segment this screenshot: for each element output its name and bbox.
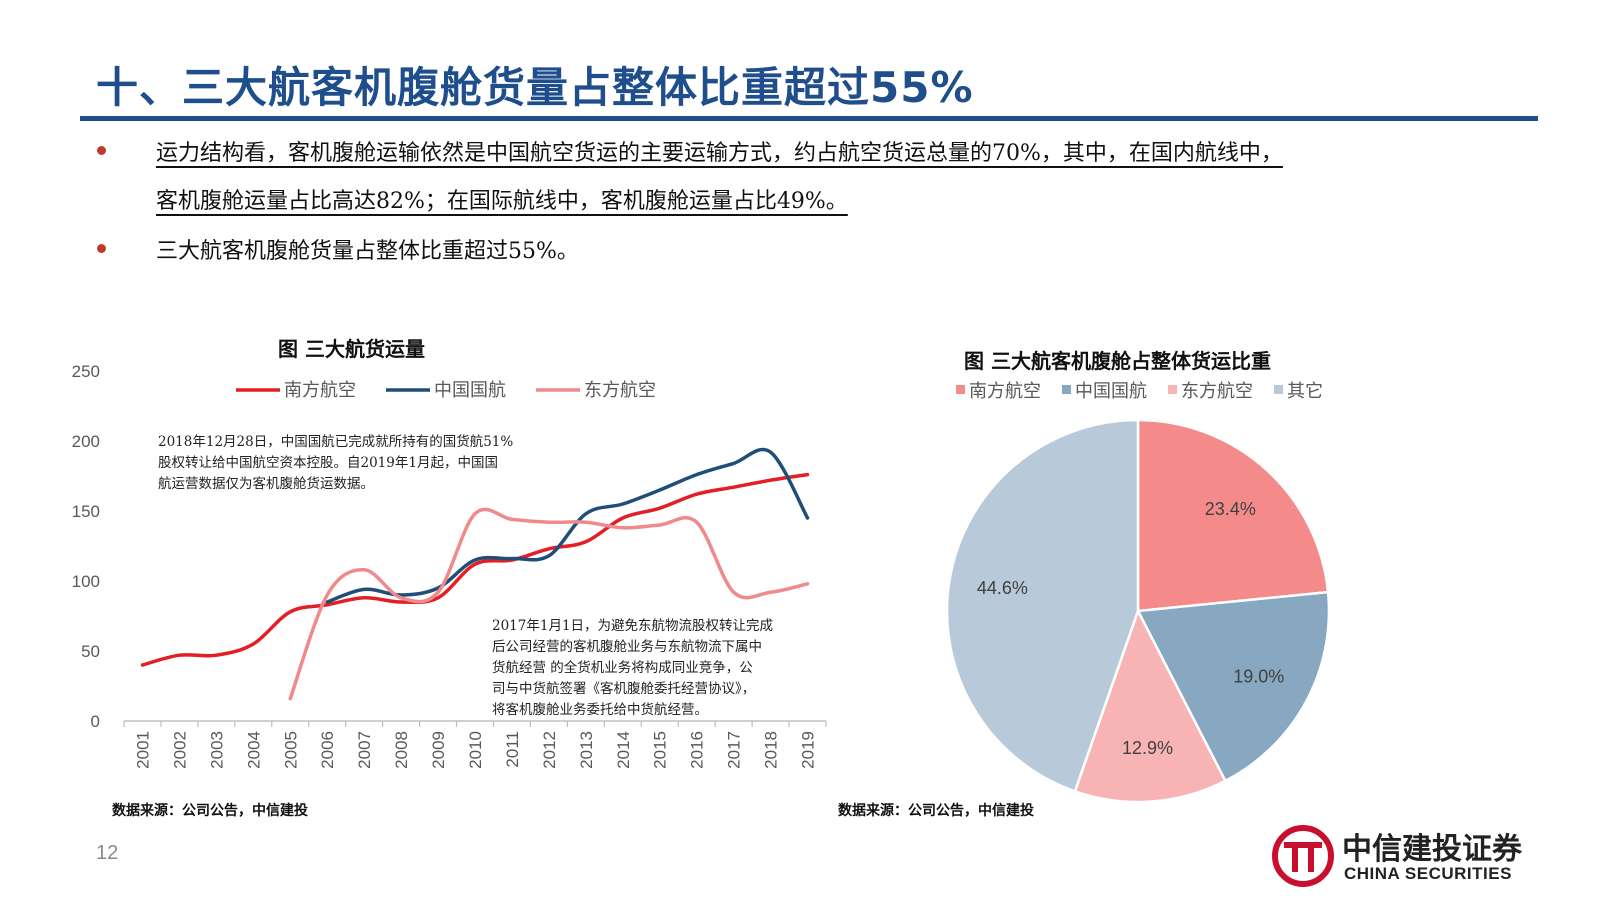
pie-data-label: 19.0% <box>1233 667 1284 687</box>
x-tick-label: 2002 <box>170 731 189 769</box>
pie-chart-title: 图 三大航客机腹舱占整体货运比重 <box>964 349 1271 373</box>
y-tick-label: 250 <box>72 362 100 381</box>
x-tick-label: 2005 <box>281 731 300 769</box>
pie-chart: 南方航空 中国国航 东方航空 其它 23.4% 19.0% 12.9% 44.6% <box>945 381 1331 804</box>
annotation-2017: 将客机腹舱业务委托给中货航经营。 <box>492 701 708 718</box>
annotation-2018: 航运营数据仅为客机腹舱货运数据。 <box>158 475 374 492</box>
annotation-2018: 2018年12月28日，中国国航已完成就所持有的国货航51% <box>158 433 513 450</box>
legend-label: 东方航空 <box>584 380 656 400</box>
line-chart: 0 50 100 150 200 250 2001 2002 2003 2004 2005 2006 2… <box>72 362 827 769</box>
x-tick-label: 2015 <box>651 731 670 769</box>
series-line-中国国航 <box>325 447 810 604</box>
pie-slice-中国国航 <box>1136 590 1331 783</box>
x-tick-label: 2009 <box>429 731 448 769</box>
x-tick-label: 2019 <box>799 731 818 769</box>
x-tick-label: 2014 <box>614 731 633 769</box>
x-tick-label: 2018 <box>762 731 781 769</box>
legend-label: 东方航空 <box>1181 381 1253 401</box>
y-tick-label: 0 <box>91 712 100 731</box>
citic-logo-icon <box>1272 825 1334 887</box>
x-tick-label: 2013 <box>577 731 596 769</box>
bullet-2-line-1: 三大航客机腹舱货量占整体比重超过55%。 <box>156 239 579 264</box>
pie-data-label: 12.9% <box>1122 738 1173 758</box>
title-underline <box>80 116 1538 121</box>
pie-slice-南方航空 <box>1136 418 1330 613</box>
logo-english-name: CHINA SECURITIES <box>1344 864 1512 883</box>
legend-swatch <box>1062 385 1071 394</box>
x-tick-label: 2016 <box>688 731 707 769</box>
x-tick-label: 2006 <box>318 731 337 769</box>
legend-label: 中国国航 <box>434 380 506 400</box>
company-logo: 中信建投证券 CHINA SECURITIES <box>1270 822 1570 888</box>
bullet-1-line-1: 运力结构看，客机腹舱运输依然是中国航空货运的主要运输方式，约占航空货运总量的70… <box>156 141 1283 166</box>
x-tick-label: 2003 <box>207 731 226 769</box>
x-tick-label: 2012 <box>540 731 559 769</box>
annotation-2017: 司与中货航签署《客机腹舱委托经营协议》， <box>492 680 755 697</box>
pie-slice-其它 <box>945 418 1140 793</box>
line-chart-source: 数据来源：公司公告，中信建投 <box>112 803 308 819</box>
x-tick-label: 2001 <box>133 731 152 769</box>
legend-label: 其它 <box>1287 381 1323 401</box>
legend-swatch <box>1274 385 1283 394</box>
page-title: 十、三大航客机腹舱货量占整体比重超过55% <box>96 63 974 112</box>
line-chart-title: 图 三大航货运量 <box>278 337 425 361</box>
pie-slice-东方航空 <box>1073 607 1228 804</box>
legend-swatch <box>956 385 965 394</box>
bullet-2: 三大航客机腹舱货量占整体比重超过55%。 <box>156 228 579 276</box>
bullet-1: 运力结构看，客机腹舱运输依然是中国航空货运的主要运输方式，约占航空货运总量的70… <box>156 130 1283 226</box>
bullet-1-line-2: 客机腹舱运量占比高达82%；在国际航线中，客机腹舱运量占比49%。 <box>156 189 848 214</box>
x-tick-label: 2010 <box>466 731 485 769</box>
y-tick-label: 50 <box>81 642 100 661</box>
bullet-dot <box>97 244 106 253</box>
pie-data-label: 44.6% <box>977 578 1028 598</box>
pie-chart-source: 数据来源：公司公告，中信建投 <box>838 803 1034 819</box>
legend-label: 南方航空 <box>284 380 356 400</box>
x-tick-label: 2011 <box>503 731 522 768</box>
series-line-东方航空 <box>288 507 810 701</box>
x-tick-label: 2007 <box>355 731 374 769</box>
legend-label: 中国国航 <box>1075 381 1147 401</box>
page-number: 12 <box>96 842 119 864</box>
bullet-dot <box>97 146 106 155</box>
annotation-2018: 股权转让给中国航空资本控股。自2019年1月起，中国国 <box>158 454 498 471</box>
legend-label: 南方航空 <box>969 381 1041 401</box>
y-tick-label: 150 <box>72 502 100 521</box>
logo-chinese-name: 中信建投证券 <box>1342 832 1522 867</box>
annotation-2017: 2017年1月1日，为避免东航物流股权转让完成 <box>492 617 773 634</box>
series-line-南方航空 <box>140 472 810 667</box>
annotation-2017: 货航经营 的全货机业务将构成同业竞争，公 <box>492 659 753 676</box>
y-tick-label: 200 <box>72 432 100 451</box>
x-tick-label: 2004 <box>244 731 263 769</box>
x-tick-label: 2008 <box>392 731 411 769</box>
y-tick-label: 100 <box>72 572 100 591</box>
x-tick-label: 2017 <box>725 731 744 769</box>
pie-data-label: 23.4% <box>1205 499 1256 519</box>
annotation-2017: 后公司经营的客机腹舱业务与东航物流下属中 <box>492 638 762 655</box>
legend-swatch <box>1168 385 1177 394</box>
